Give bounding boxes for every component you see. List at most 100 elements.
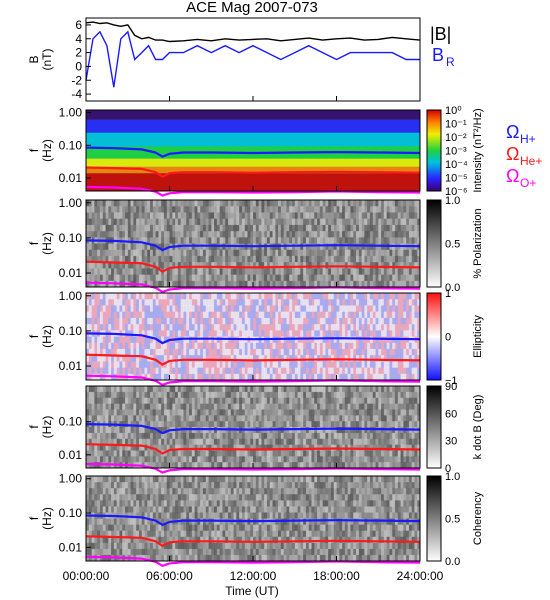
spectrogram-cell <box>356 403 360 410</box>
spectrogram-cell <box>347 373 351 381</box>
spectrogram-cell <box>392 280 396 288</box>
spectrogram-cell <box>88 348 92 356</box>
spectrogram-cell <box>175 432 179 440</box>
spectrogram-cell <box>319 268 323 275</box>
spectrogram-cell <box>255 274 259 282</box>
spectrogram-cell <box>127 243 131 250</box>
spectrogram-cell <box>189 274 193 282</box>
spectrogram-cell <box>161 421 165 428</box>
spectrogram-cell <box>163 432 167 440</box>
spectrogram-cell <box>191 330 195 337</box>
spectrogram-cell <box>386 212 390 219</box>
spectrogram-cell <box>378 330 382 337</box>
spectrogram-cell <box>172 403 176 410</box>
spectrogram-cell <box>241 432 245 440</box>
spectrogram-cell <box>372 268 376 275</box>
spectrogram-cell <box>214 355 218 362</box>
spectrogram-cell <box>127 348 131 356</box>
spectrogram-cell <box>127 299 131 306</box>
spectrogram-cell <box>317 330 321 337</box>
spectrogram-cell <box>294 206 298 213</box>
spectrogram-cell <box>278 218 282 226</box>
spectrogram-cell <box>247 311 251 319</box>
spectrogram-cell <box>233 438 237 445</box>
spectrogram-cell <box>278 421 282 428</box>
spectrogram-cell <box>305 299 309 306</box>
spectrogram-cell <box>244 391 248 399</box>
spectrogram-cell <box>280 444 284 451</box>
spectrogram-cell <box>91 274 95 282</box>
spectrogram-cell <box>155 432 159 440</box>
spectrogram-cell <box>333 237 337 244</box>
spectrogram-cell <box>161 243 165 250</box>
spectrogram-cell <box>241 249 245 257</box>
spectrogram-cell <box>330 397 334 404</box>
spectrogram-cell <box>219 444 223 451</box>
spectrogram-cell <box>375 305 379 312</box>
spectrogram-cell <box>214 274 218 282</box>
spectrogram-cell <box>361 355 365 362</box>
spectrogram-cell <box>350 324 354 331</box>
spectrogram-cell <box>125 348 129 356</box>
spectrogram-cell <box>319 397 323 404</box>
spectrogram-cell <box>269 403 273 410</box>
spectrogram-cell <box>311 299 315 306</box>
spectrogram-cell <box>253 324 257 331</box>
spectrogram-cell <box>381 438 385 445</box>
spectrogram-cell <box>152 397 156 404</box>
spectrogram-cell <box>205 311 209 319</box>
spectrogram-cell <box>333 231 337 238</box>
spectrogram-cell <box>314 224 318 232</box>
spectrogram-cell <box>161 373 165 381</box>
spectrogram-cell <box>247 386 251 393</box>
spectrogram-cell <box>211 438 215 445</box>
spectrogram-cell <box>169 386 173 393</box>
spectrogram-cell <box>322 224 326 232</box>
spectrogram-cell <box>305 293 309 300</box>
spectrogram-cell <box>177 450 181 457</box>
spectrogram-cell <box>200 438 204 445</box>
spectrogram-cell <box>300 386 304 393</box>
spectrogram-cell <box>280 391 284 399</box>
spectrogram-cell <box>275 409 279 416</box>
spectrogram-cell <box>233 348 237 356</box>
spectrogram-cell <box>367 336 371 343</box>
spectrogram-cell <box>253 462 257 469</box>
spectrogram-cell <box>119 403 123 410</box>
spectrogram-cell <box>311 427 315 434</box>
spectrogram-cell <box>136 237 140 244</box>
spectrogram-cell <box>214 200 218 207</box>
spectrogram-cell <box>200 311 204 319</box>
spectrogram-cell <box>186 317 190 325</box>
spectrogram-cell <box>255 438 259 445</box>
spectrogram-cell <box>319 249 323 257</box>
spectrogram-cell <box>356 432 360 440</box>
spectrogram-cell <box>230 403 234 410</box>
spectrogram-cell <box>144 427 148 434</box>
spectrogram-cell <box>247 456 251 463</box>
spectrogram-cell <box>294 262 298 269</box>
spectrogram-cell <box>406 218 410 226</box>
spectrogram-cell <box>367 324 371 331</box>
spectrogram-cell <box>230 237 234 244</box>
spectrogram-cell <box>222 249 226 257</box>
spectrogram-cell <box>180 438 184 445</box>
spectrogram-cell <box>378 397 382 404</box>
spectrogram-cell <box>219 311 223 319</box>
spectrogram-cell <box>347 299 351 306</box>
spectrogram-cell <box>155 293 159 300</box>
spectrogram-cell <box>264 397 268 404</box>
spectrogram-cell <box>378 409 382 416</box>
spectrogram-cell <box>108 427 112 434</box>
spectrogram-cell <box>144 415 148 422</box>
spectrogram-cell <box>336 324 340 331</box>
spectrogram-cell <box>247 231 251 238</box>
spectrogram-cell <box>111 456 115 463</box>
spectrogram-cell <box>347 293 351 300</box>
spectrogram-cell <box>255 237 259 244</box>
spectrogram-cell <box>111 427 115 434</box>
spectrogram-cell <box>91 361 95 368</box>
spectrogram-cell <box>339 311 343 319</box>
spectrogram-cell <box>119 348 123 356</box>
spectrogram-cell <box>336 342 340 350</box>
